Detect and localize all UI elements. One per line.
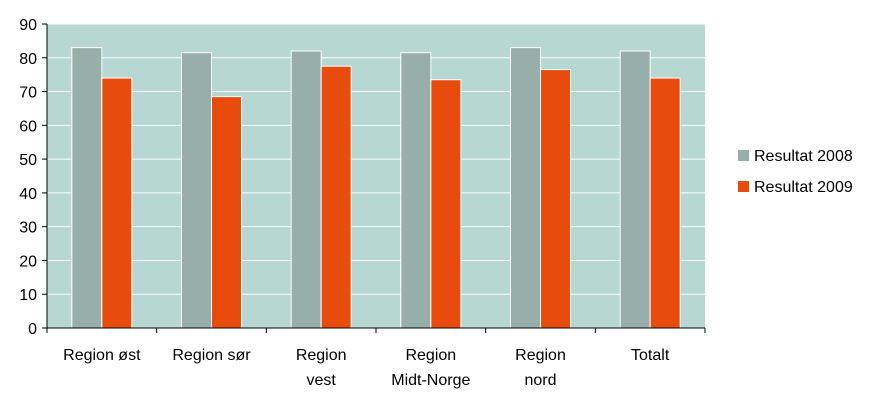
x-tick-label: Region øst [63, 347, 141, 364]
bar-resultat-2008 [290, 50, 322, 329]
x-tick-label: Region vest [296, 347, 347, 389]
y-tick-label: 10 [19, 287, 37, 304]
gridlines [47, 23, 705, 295]
bar-resultat-2008 [510, 47, 541, 329]
x-tick-label-line: Region øst [63, 347, 141, 364]
x-tick-labels: Region øst Region sør Region vest Region Midt… [63, 347, 670, 389]
bar-resultat-2009 [540, 69, 571, 329]
legend-swatch [738, 150, 749, 161]
y-tick-label: 30 [19, 220, 37, 237]
x-tick-label-line: nord [524, 372, 556, 389]
y-tick-label: 40 [19, 186, 37, 203]
bars [71, 47, 681, 329]
x-tick-label: Region nord [515, 347, 566, 389]
legend-label: Resultat 2009 [754, 179, 853, 196]
bar-resultat-2009 [101, 77, 133, 329]
y-tick-label: 50 [19, 152, 37, 169]
legend-swatch [738, 181, 749, 192]
y-tick-label: 80 [19, 51, 37, 68]
bar-resultat-2009 [211, 96, 242, 329]
legend-label: Resultat 2008 [754, 148, 853, 165]
bar-resultat-2008 [619, 50, 651, 329]
y-tick-labels: 0 10 20 30 40 50 60 70 80 90 [19, 17, 37, 338]
x-tick-label: Region Midt-Norge [391, 347, 470, 389]
axes [42, 23, 706, 333]
x-tick-label: Region sør [172, 347, 251, 364]
y-tick-label: 20 [19, 253, 37, 270]
bar-resultat-2008 [400, 52, 432, 329]
bar-resultat-2009 [320, 65, 352, 329]
bar-resultat-2009 [649, 77, 681, 329]
y-tick-label: 60 [19, 118, 37, 135]
plot-background [47, 24, 705, 328]
x-tick-label-line: Midt-Norge [391, 372, 470, 389]
bar-resultat-2009 [430, 79, 462, 329]
x-tick-label-line: Region [405, 347, 456, 364]
y-tick-label: 0 [28, 321, 37, 338]
x-tick-label-line: vest [306, 372, 336, 389]
x-tick-label: Totalt [631, 347, 670, 364]
x-tick-label-line: Totalt [631, 347, 670, 364]
y-tick-label: 90 [19, 17, 37, 34]
x-tick-label-line: Region [515, 347, 566, 364]
bar-resultat-2008 [181, 52, 212, 329]
legend: Resultat 2008 Resultat 2009 [738, 148, 853, 196]
x-tick-label-line: Region [296, 347, 347, 364]
plot-area [47, 24, 705, 328]
bar-resultat-2008 [71, 47, 103, 329]
y-tick-label: 70 [19, 85, 37, 102]
x-tick-label-line: Region sør [172, 347, 251, 364]
